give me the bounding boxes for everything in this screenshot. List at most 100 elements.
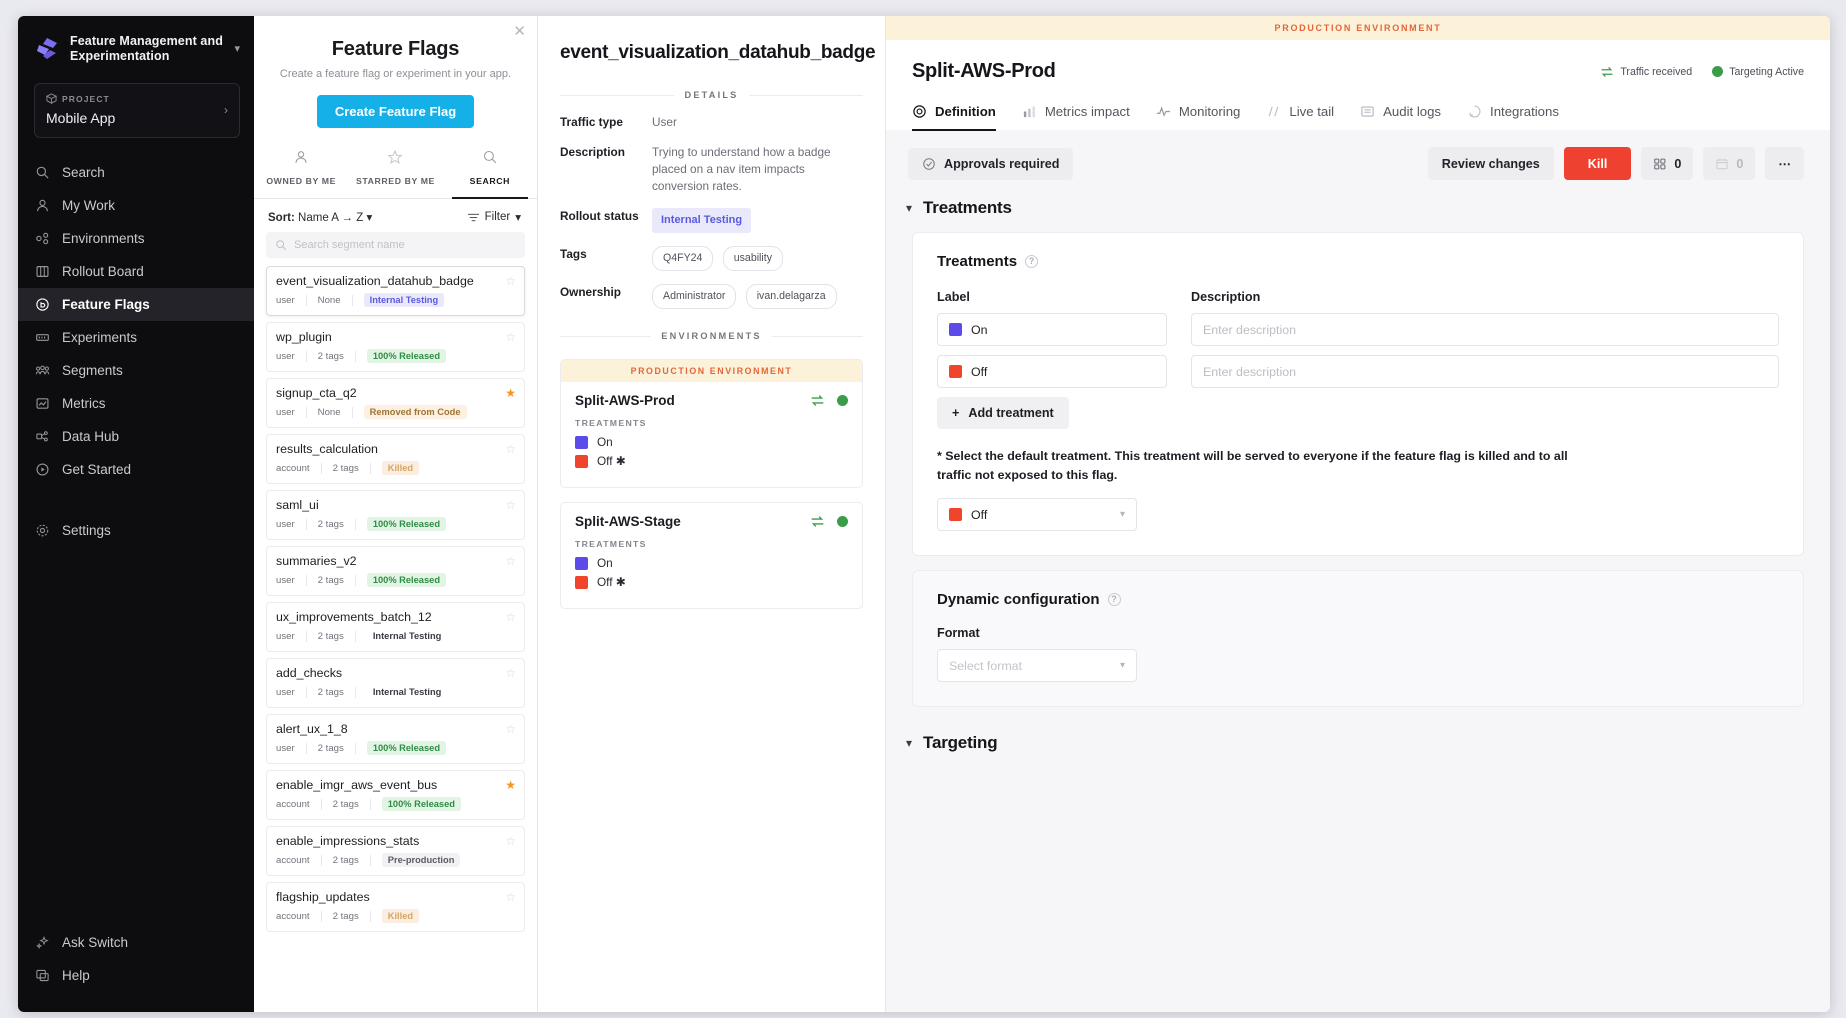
chevron-down-icon[interactable]: ▾ (234, 43, 240, 55)
tag-chip[interactable]: Q4FY24 (652, 246, 714, 271)
metrics-icon (34, 396, 50, 412)
detail-description: Description Trying to understand how a b… (560, 144, 863, 195)
sidebar-item-feature-flags[interactable]: Feature Flags (18, 288, 254, 321)
list-item[interactable]: flagship_updates account 2 tags Killed ☆ (266, 882, 525, 932)
star-icon[interactable]: ☆ (505, 666, 516, 680)
list-item[interactable]: results_calculation account 2 tags Kille… (266, 434, 525, 484)
sidebar-item-help[interactable]: Help (18, 959, 254, 992)
owner-chip[interactable]: Administrator (652, 284, 737, 309)
list-item[interactable]: wp_plugin user 2 tags 100% Released ☆ (266, 322, 525, 372)
sidebar-item-settings[interactable]: Settings (18, 514, 254, 547)
treatment-description-input-off[interactable]: Enter description (1191, 355, 1779, 388)
star-icon[interactable]: ☆ (505, 442, 516, 456)
tag-chip[interactable]: usability (722, 246, 784, 271)
list-item[interactable]: alert_ux_1_8 user 2 tags 100% Released ☆ (266, 714, 525, 764)
targeting-active-dot (837, 516, 848, 527)
list-item[interactable]: signup_cta_q2 user None Removed from Cod… (266, 378, 525, 428)
sidebar-item-label: Help (62, 968, 90, 983)
list-item[interactable]: saml_ui user 2 tags 100% Released ☆ (266, 490, 525, 540)
sidebar-item-ask-switch[interactable]: Ask Switch (18, 926, 254, 959)
sidebar-item-data-hub[interactable]: Data Hub (18, 420, 254, 453)
sidebar-item-environments[interactable]: Environments (18, 222, 254, 255)
tab-owned-by-me[interactable]: OWNED BY ME (254, 145, 348, 198)
star-icon[interactable]: ☆ (505, 890, 516, 904)
sidebar-item-label: Rollout Board (62, 264, 144, 279)
default-treatment-note: * Select the default treatment. This tre… (937, 449, 1568, 482)
treatments-section-header[interactable]: ▾ Treatments (886, 180, 1830, 218)
tab-integrations[interactable]: Integrations (1467, 104, 1559, 130)
create-feature-flag-button[interactable]: Create Feature Flag (316, 95, 475, 128)
star-icon[interactable]: ☆ (505, 610, 516, 624)
default-treatment-select[interactable]: Off ▾ (937, 498, 1137, 531)
treatment-color-swatch (949, 365, 962, 378)
plus-icon: + (952, 406, 960, 420)
close-icon[interactable]: ✕ (513, 23, 526, 40)
kill-button[interactable]: Kill (1563, 147, 1632, 180)
environment-card-stage[interactable]: Split-AWS-Stage TREATMENTS On Off ✱ (560, 502, 863, 609)
traffic-exchange-icon (1600, 65, 1614, 79)
schedule-count-button[interactable]: 0 (1703, 147, 1756, 180)
tab-definition[interactable]: Definition (912, 104, 996, 131)
help-icon[interactable]: ? (1107, 593, 1121, 606)
status-badge: Pre-production (381, 853, 461, 867)
star-icon[interactable]: ☆ (505, 274, 516, 288)
section-label: ENVIRONMENTS (661, 331, 762, 341)
targeting-section-header[interactable]: ▾ Targeting (886, 707, 1830, 753)
segments-count-button[interactable]: 0 (1641, 147, 1694, 180)
list-item[interactable]: add_checks user 2 tags Internal Testing … (266, 658, 525, 708)
placeholder-text: Select format (949, 658, 1022, 673)
sidebar-item-segments[interactable]: Segments (18, 354, 254, 387)
add-treatment-button[interactable]: + Add treatment (937, 397, 1069, 429)
environment-card-prod[interactable]: PRODUCTION ENVIRONMENT Split-AWS-Prod TR… (560, 359, 863, 488)
datahub-icon (34, 429, 50, 445)
more-options-button[interactable]: ⋯ (1765, 147, 1804, 180)
star-icon[interactable]: ★ (505, 386, 516, 400)
sidebar-item-my-work[interactable]: My Work (18, 189, 254, 222)
treatment-label-input-off[interactable]: Off (937, 355, 1167, 388)
tab-live-tail[interactable]: Live tail (1266, 104, 1334, 130)
treatment-label-input-on[interactable]: On (937, 313, 1167, 346)
star-icon[interactable]: ☆ (505, 834, 516, 848)
dynamic-config-title: Dynamic configuration ? (937, 591, 1779, 608)
sidebar-item-get-started[interactable]: Get Started (18, 453, 254, 486)
environments-icon (34, 231, 50, 247)
filter-dropdown[interactable]: Filter ▾ (467, 210, 521, 224)
list-item[interactable]: summaries_v2 user 2 tags 100% Released ☆ (266, 546, 525, 596)
treatment-label: Off ✱ (597, 575, 626, 589)
format-select[interactable]: Select format ▾ (937, 649, 1137, 682)
brand-header[interactable]: Feature Management and Experimentation ▾ (18, 16, 254, 77)
rule-line (560, 94, 675, 96)
tab-metrics-impact[interactable]: Metrics impact (1022, 104, 1130, 130)
flag-name: flagship_updates (276, 890, 370, 904)
cube-icon (46, 93, 57, 104)
sidebar-item-metrics[interactable]: Metrics (18, 387, 254, 420)
project-selector[interactable]: PROJECT Mobile App › (34, 83, 240, 138)
feature-flag-list[interactable]: event_visualization_datahub_badge user N… (254, 266, 537, 1012)
owner-chip[interactable]: ivan.delagarza (745, 284, 837, 309)
flag-tags: 2 tags (333, 462, 371, 474)
tab-search[interactable]: SEARCH (443, 145, 537, 199)
tab-audit-logs[interactable]: Audit logs (1360, 104, 1441, 130)
list-item[interactable]: ux_improvements_batch_12 user 2 tags Int… (266, 602, 525, 652)
approvals-required-button[interactable]: Approvals required (908, 147, 1074, 180)
status-badge: Internal Testing (372, 687, 442, 697)
list-item[interactable]: event_visualization_datahub_badge user N… (266, 266, 525, 316)
star-icon[interactable]: ★ (505, 778, 516, 792)
star-icon[interactable]: ☆ (505, 330, 516, 344)
sidebar-item-rollout-board[interactable]: Rollout Board (18, 255, 254, 288)
tab-monitoring[interactable]: Monitoring (1156, 104, 1240, 130)
list-item[interactable]: enable_imgr_aws_event_bus account 2 tags… (266, 770, 525, 820)
list-item[interactable]: enable_impressions_stats account 2 tags … (266, 826, 525, 876)
help-icon[interactable]: ? (1025, 255, 1039, 268)
star-icon[interactable]: ☆ (505, 554, 516, 568)
sidebar-item-search[interactable]: Search (18, 156, 254, 189)
sidebar-item-experiments[interactable]: Experiments (18, 321, 254, 354)
star-icon[interactable]: ☆ (505, 722, 516, 736)
star-icon[interactable]: ☆ (505, 498, 516, 512)
treatment-description-input-on[interactable]: Enter description (1191, 313, 1779, 346)
status-dot (1712, 66, 1724, 77)
tab-starred-by-me[interactable]: STARRED BY ME (348, 145, 442, 198)
sort-dropdown[interactable]: Sort: Name A → Z ▾ (268, 210, 372, 224)
search-input[interactable]: Search segment name (266, 232, 525, 258)
review-changes-button[interactable]: Review changes (1427, 147, 1554, 180)
